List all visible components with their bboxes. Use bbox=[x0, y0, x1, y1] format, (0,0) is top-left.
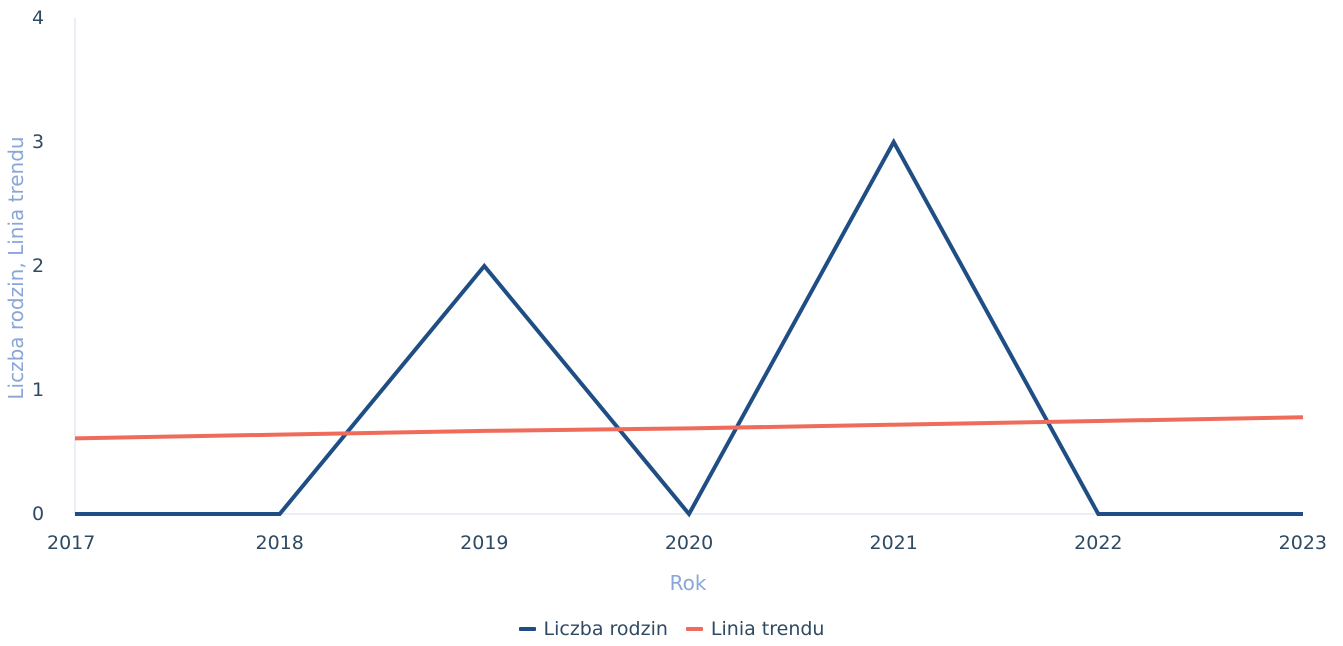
line-chart: 0 1 2 3 4 2017 2018 2019 2020 2021 2022 2023 Liczb… bbox=[4, 7, 1327, 595]
y-tick-label: 3 bbox=[32, 131, 44, 153]
series-layer bbox=[74, 137, 1304, 518]
x-tick-label: 2019 bbox=[460, 532, 508, 554]
x-tick-label: 2018 bbox=[255, 532, 303, 554]
x-tick-labels: 2017 2018 2019 2020 2021 2022 2023 bbox=[47, 532, 1327, 554]
x-tick-label: 2022 bbox=[1074, 532, 1122, 554]
y-axis-title: Liczba rodzin, Linia trendu bbox=[4, 136, 28, 399]
legend-item-linia-trendu: Linia trendu bbox=[685, 618, 825, 640]
x-tick-label: 2017 bbox=[47, 532, 95, 554]
x-tick-label: 2020 bbox=[665, 532, 713, 554]
legend: Liczba rodzin Linia trendu bbox=[0, 618, 1343, 640]
legend-item-liczba-rodzin: Liczba rodzin bbox=[518, 618, 668, 640]
series-line-liczba-rodzin bbox=[75, 137, 1303, 518]
legend-label-linia-trendu: Linia trendu bbox=[710, 618, 825, 640]
y-tick-label: 2 bbox=[32, 255, 44, 277]
x-tick-label: 2023 bbox=[1279, 532, 1327, 554]
y-tick-labels: 0 1 2 3 4 bbox=[32, 7, 44, 525]
legend-swatch-linia-trendu bbox=[685, 627, 703, 631]
x-tick-label: 2021 bbox=[869, 532, 917, 554]
legend-label-liczba-rodzin: Liczba rodzin bbox=[543, 618, 668, 640]
y-tick-label: 0 bbox=[32, 503, 44, 525]
y-tick-label: 1 bbox=[32, 379, 44, 401]
series-line-linia-trendu bbox=[74, 415, 1304, 441]
y-tick-label: 4 bbox=[32, 7, 44, 29]
x-axis-title: Rok bbox=[670, 571, 707, 595]
legend-swatch-liczba-rodzin bbox=[518, 627, 536, 631]
